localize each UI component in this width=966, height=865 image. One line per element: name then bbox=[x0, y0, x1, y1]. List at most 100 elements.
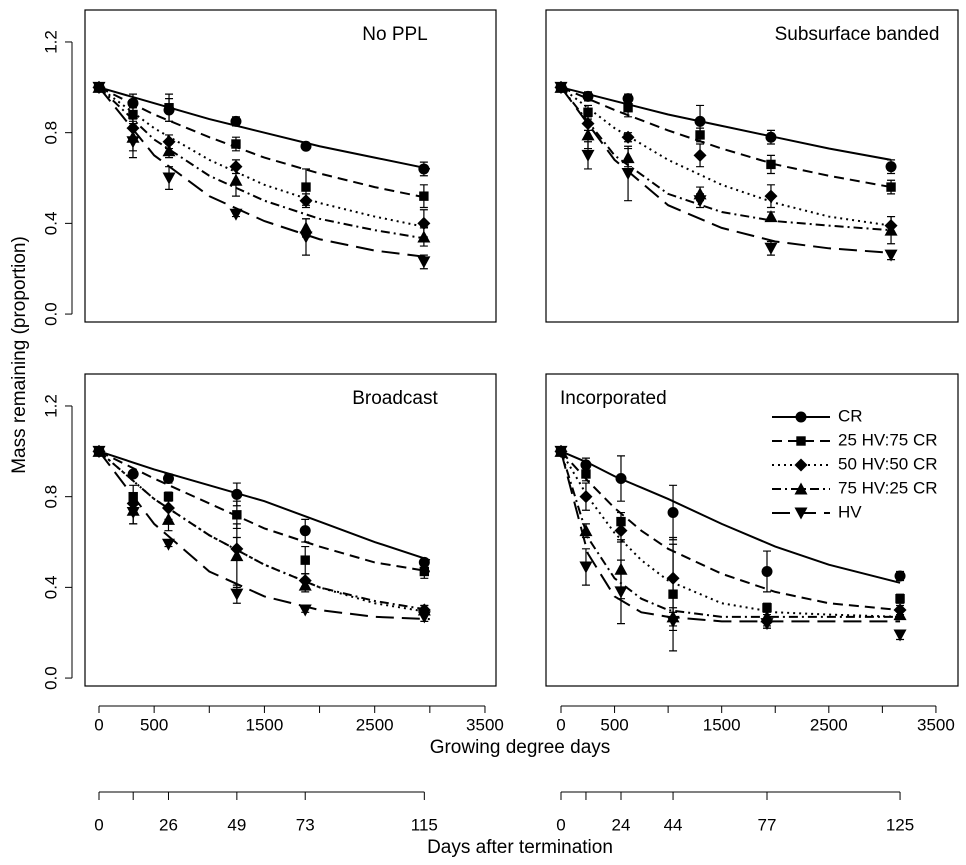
legend-label: 25 HV:75 CR bbox=[838, 430, 938, 449]
legend-label: CR bbox=[838, 406, 863, 425]
x-tick-label: 1500 bbox=[246, 715, 284, 734]
x-tick-label: 3500 bbox=[466, 715, 504, 734]
marker bbox=[161, 538, 175, 551]
days-tick-label: 77 bbox=[758, 815, 777, 834]
fit-line bbox=[560, 86, 892, 161]
marker bbox=[884, 249, 898, 262]
plot-frame bbox=[545, 9, 959, 323]
marker bbox=[300, 140, 312, 152]
marker bbox=[667, 507, 679, 519]
fit-line bbox=[560, 451, 901, 623]
x-tick-label: 0 bbox=[94, 715, 103, 734]
days-tick-label: 0 bbox=[556, 815, 565, 834]
marker bbox=[554, 445, 568, 458]
marker bbox=[419, 191, 429, 201]
y-tick-label: 0.0 bbox=[41, 666, 60, 690]
fit-line bbox=[560, 86, 892, 232]
marker bbox=[230, 115, 242, 127]
marker bbox=[761, 565, 773, 577]
legend-label: 75 HV:25 CR bbox=[838, 478, 938, 497]
x-tick-label: 500 bbox=[140, 715, 168, 734]
x-tick-label: 2500 bbox=[356, 715, 394, 734]
fit-line bbox=[98, 86, 430, 259]
marker bbox=[614, 586, 628, 599]
legend-marker bbox=[796, 436, 806, 446]
marker bbox=[298, 578, 312, 591]
marker bbox=[162, 172, 176, 185]
marker bbox=[623, 103, 633, 113]
fit-line bbox=[560, 451, 901, 618]
marker bbox=[581, 469, 591, 479]
marker bbox=[299, 231, 313, 244]
marker bbox=[417, 611, 431, 624]
panel-title: Broadcast bbox=[352, 388, 438, 409]
y-tick-label: 0.4 bbox=[41, 212, 60, 236]
marker bbox=[693, 148, 707, 162]
marker bbox=[417, 256, 431, 269]
y-tick-label: 0.4 bbox=[41, 576, 60, 600]
fit-line bbox=[560, 86, 892, 227]
marker bbox=[666, 571, 680, 585]
marker bbox=[582, 90, 594, 102]
marker bbox=[885, 161, 897, 173]
marker bbox=[162, 144, 176, 157]
marker bbox=[760, 618, 774, 631]
marker bbox=[230, 549, 244, 562]
legend-marker bbox=[794, 458, 808, 472]
x-tick-label: 2500 bbox=[810, 715, 848, 734]
marker bbox=[161, 512, 175, 525]
fit-line bbox=[98, 450, 430, 614]
plot-frame bbox=[545, 373, 959, 687]
y-tick-label: 0.8 bbox=[41, 485, 60, 509]
marker bbox=[666, 615, 680, 628]
marker bbox=[299, 194, 313, 208]
x-tick-label: 0 bbox=[556, 715, 565, 734]
days-tick-label: 26 bbox=[159, 815, 178, 834]
marker bbox=[894, 570, 906, 582]
x-axis-label: Growing degree days bbox=[430, 737, 611, 758]
legend-label: 50 HV:50 CR bbox=[838, 454, 938, 473]
marker bbox=[162, 135, 176, 149]
marker bbox=[694, 115, 706, 127]
marker bbox=[884, 223, 898, 236]
marker bbox=[893, 608, 907, 621]
plot-frame bbox=[84, 373, 497, 687]
marker bbox=[126, 507, 140, 520]
y-tick-label: 0.0 bbox=[41, 302, 60, 326]
panel-title: Subsurface banded bbox=[775, 24, 940, 45]
fit-line bbox=[98, 450, 430, 621]
fit-line bbox=[560, 86, 892, 254]
marker bbox=[764, 210, 778, 223]
fit-line bbox=[98, 86, 430, 241]
marker bbox=[765, 131, 777, 143]
days-tick-label: 24 bbox=[612, 815, 631, 834]
panel-title: Incorporated bbox=[560, 388, 667, 409]
panel-title: No PPL bbox=[362, 24, 427, 45]
marker bbox=[419, 566, 430, 577]
marker bbox=[886, 182, 896, 192]
marker bbox=[766, 159, 776, 170]
marker bbox=[417, 230, 431, 243]
x-tick-label: 500 bbox=[600, 715, 628, 734]
y-tick-label: 1.2 bbox=[41, 30, 60, 54]
marker bbox=[231, 139, 241, 149]
marker bbox=[895, 594, 905, 604]
marker bbox=[92, 81, 106, 94]
x-tick-label: 1500 bbox=[703, 715, 741, 734]
marker bbox=[693, 195, 707, 208]
marker bbox=[583, 107, 593, 117]
marker bbox=[581, 149, 595, 162]
days-tick-label: 73 bbox=[296, 815, 315, 834]
fit-line bbox=[98, 86, 431, 200]
plot-frame bbox=[84, 9, 497, 323]
marker bbox=[554, 81, 568, 94]
legend-marker bbox=[794, 507, 808, 520]
marker bbox=[579, 561, 593, 574]
days-axis-label: Days after termination bbox=[427, 837, 613, 858]
marker bbox=[128, 109, 138, 120]
legend-marker bbox=[794, 482, 808, 495]
fit-line bbox=[98, 450, 430, 612]
days-tick-label: 49 bbox=[227, 815, 246, 834]
marker bbox=[579, 490, 593, 504]
